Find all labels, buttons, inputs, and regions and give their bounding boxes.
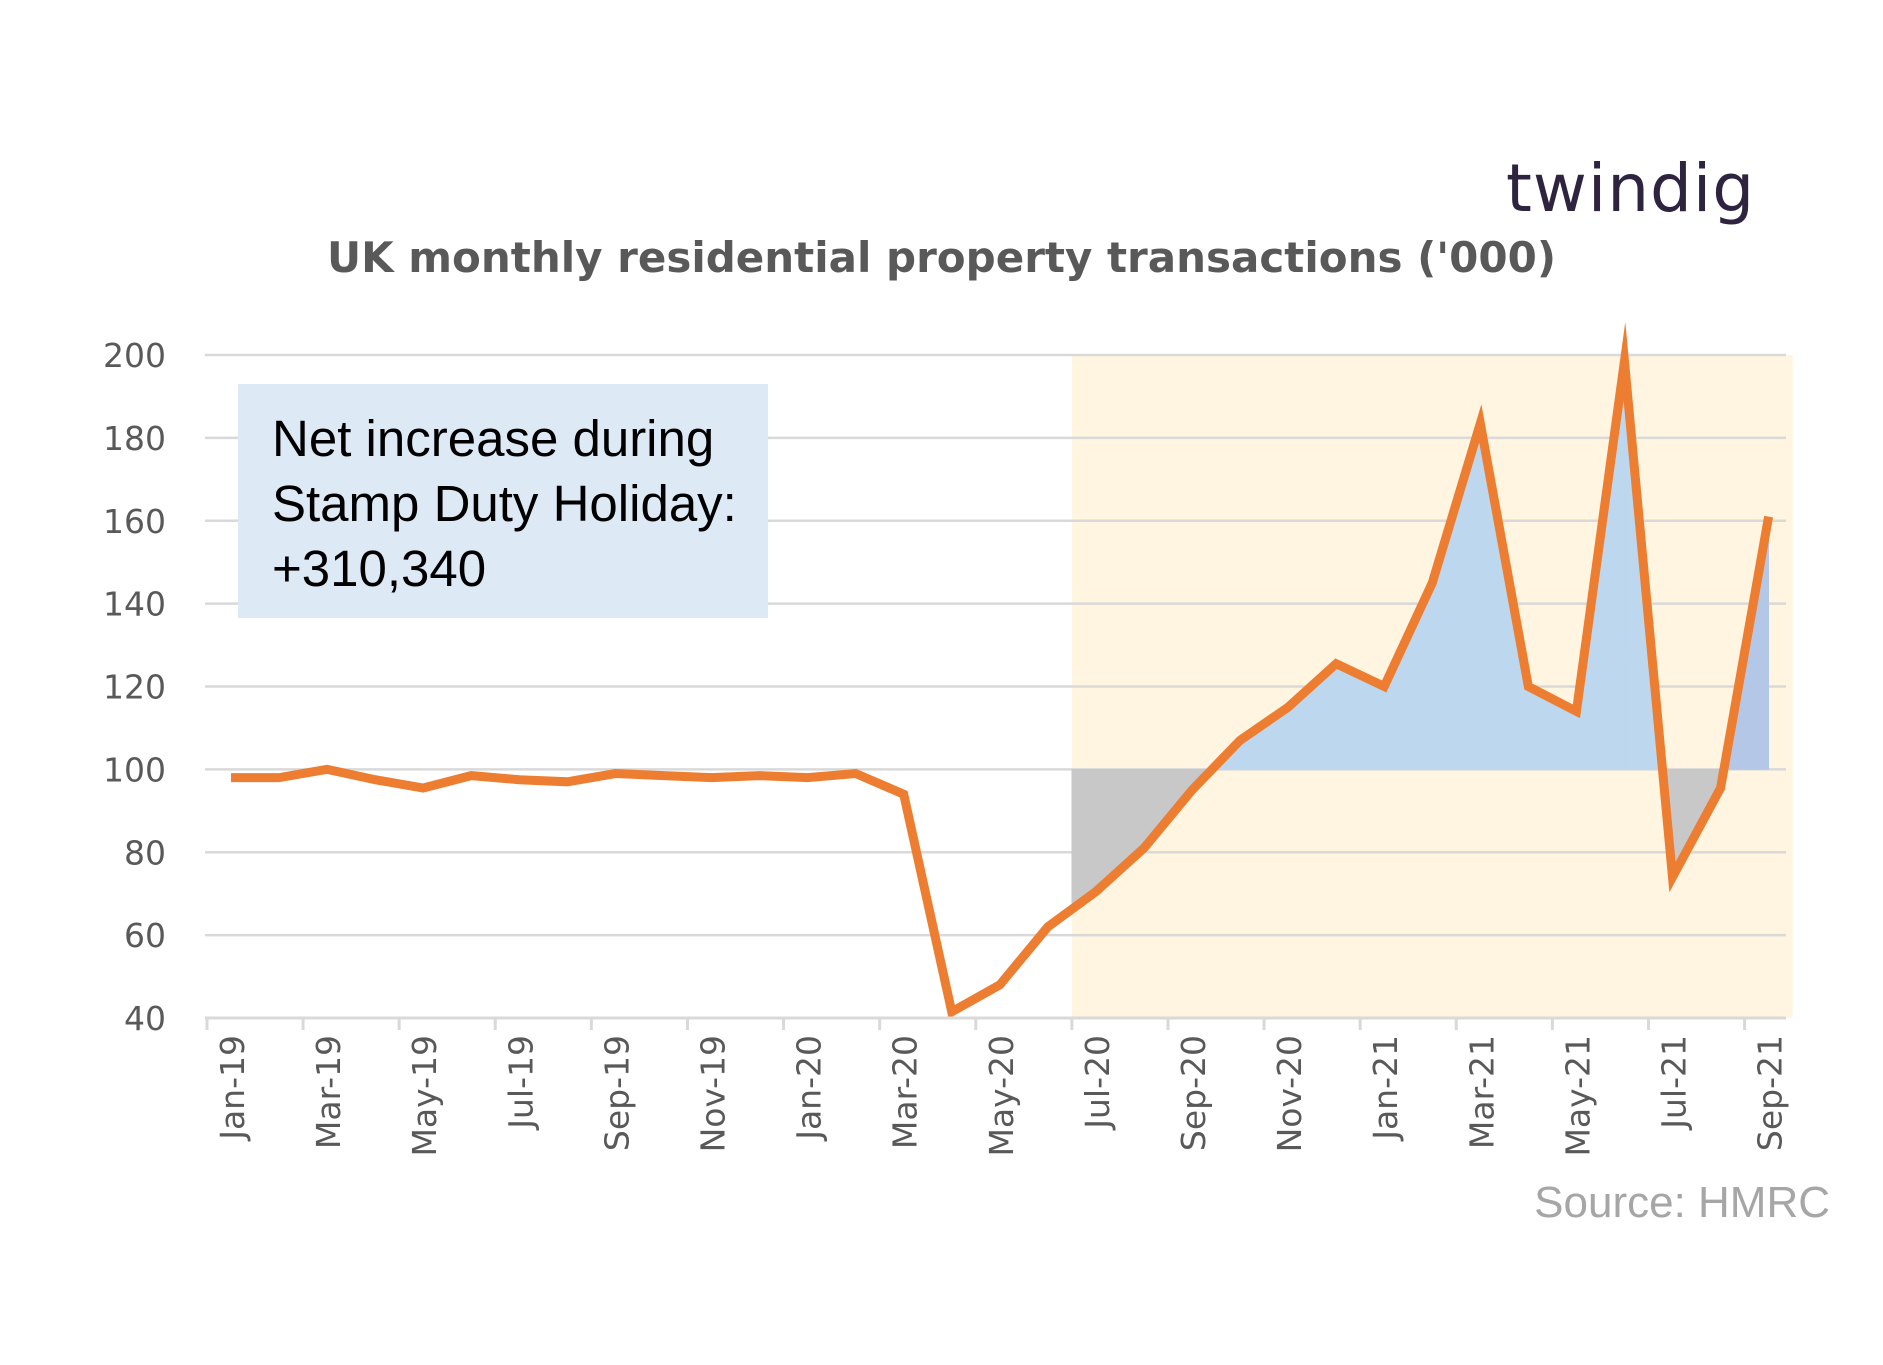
source-note: Source: HMRC — [1534, 1178, 1830, 1227]
annotation-line-3: +310,340 — [272, 540, 487, 597]
y-tick-label-40: 40 — [124, 999, 166, 1038]
x-tick-label-Sep-20: Sep-20 — [1174, 1035, 1213, 1151]
annotation-line-1: Net increase during — [272, 410, 715, 467]
y-tick-label-180: 180 — [103, 419, 166, 458]
shortfall-area — [1071, 768, 1097, 911]
x-tick-label-May-19: May-19 — [405, 1035, 444, 1157]
chart-title: UK monthly residential property transact… — [326, 233, 1557, 282]
y-tick-label-120: 120 — [103, 668, 166, 707]
annotation-line-2: Stamp Duty Holiday: — [272, 475, 737, 532]
x-tick-label-Mar-19: Mar-19 — [309, 1035, 348, 1149]
x-tick-label-Jan-20: Jan-20 — [790, 1035, 829, 1142]
y-tick-label-60: 60 — [124, 916, 166, 955]
annotation-box: Net increase during Stamp Duty Holiday: … — [238, 384, 768, 618]
y-tick-label-200: 200 — [103, 336, 166, 375]
x-tick-label-Jul-19: Jul-19 — [501, 1035, 540, 1131]
x-tick-label-Jul-21: Jul-21 — [1655, 1035, 1694, 1131]
x-tick-label-Mar-21: Mar-21 — [1462, 1035, 1501, 1149]
x-tick-label-May-21: May-21 — [1558, 1035, 1597, 1157]
x-tick-label-May-20: May-20 — [982, 1035, 1021, 1157]
x-tick-label-Mar-20: Mar-20 — [886, 1035, 925, 1149]
x-tick-label-Jul-20: Jul-20 — [1078, 1035, 1117, 1131]
x-tick-label-Jan-21: Jan-21 — [1366, 1035, 1405, 1142]
x-tick-label-Sep-21: Sep-21 — [1751, 1035, 1790, 1151]
twindig-logo: twindig — [1506, 150, 1756, 227]
y-tick-label-140: 140 — [103, 585, 166, 624]
x-tick-label-Jan-19: Jan-19 — [213, 1035, 252, 1142]
x-tick-label-Nov-20: Nov-20 — [1270, 1035, 1309, 1152]
y-tick-label-100: 100 — [103, 750, 166, 789]
y-tick-label-80: 80 — [124, 833, 166, 872]
y-tick-label-160: 160 — [103, 502, 166, 541]
x-tick-label-Nov-19: Nov-19 — [694, 1035, 733, 1152]
x-tick-label-Sep-19: Sep-19 — [597, 1035, 636, 1151]
